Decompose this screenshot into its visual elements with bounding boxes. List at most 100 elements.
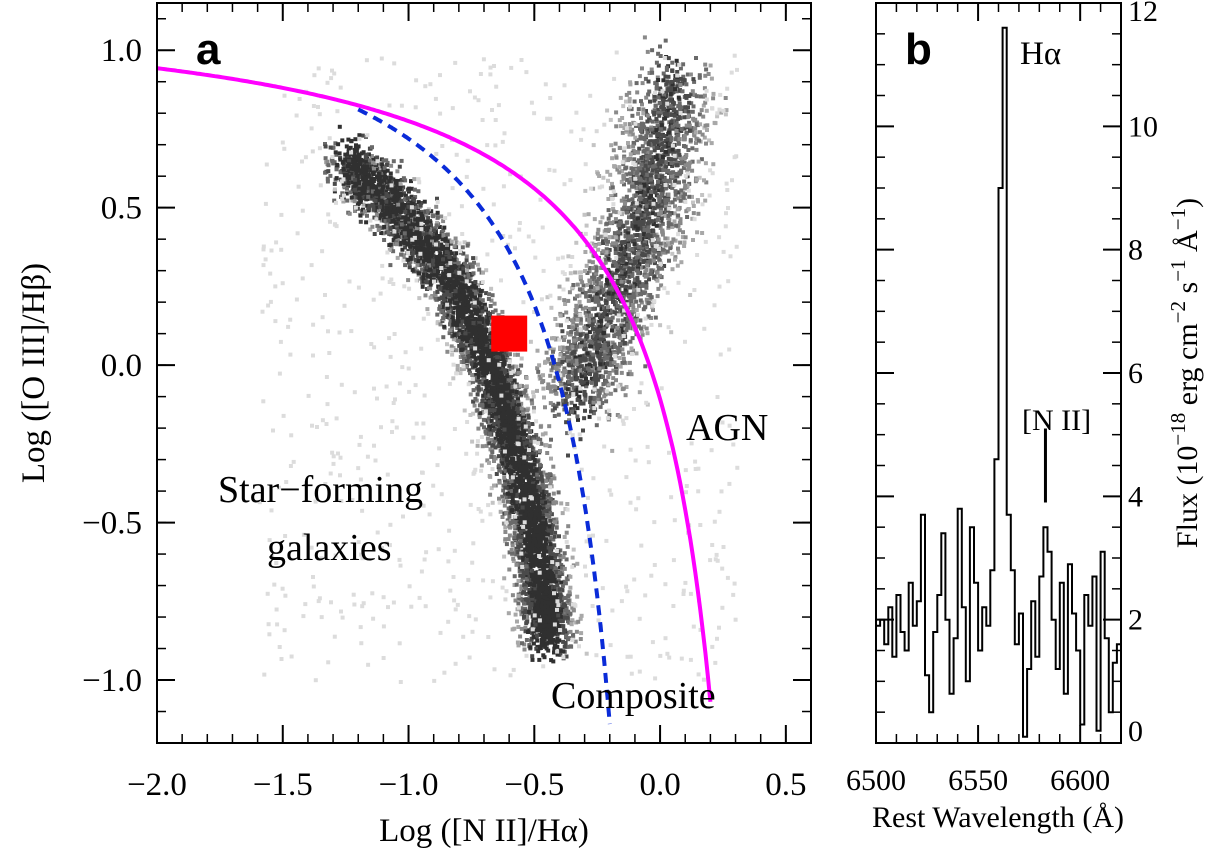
density-cell <box>465 349 470 354</box>
density-cell <box>424 213 429 218</box>
density-cell <box>560 607 565 612</box>
density-cell <box>328 145 333 150</box>
density-cell <box>496 400 501 405</box>
density-cell <box>487 411 492 416</box>
density-cell <box>514 552 519 557</box>
density-cell <box>399 240 404 245</box>
density-cell <box>513 427 517 432</box>
density-cell <box>503 485 508 490</box>
density-cell <box>528 507 532 512</box>
density-cell <box>325 159 330 164</box>
density-cell <box>473 338 478 342</box>
density-cell <box>543 644 548 649</box>
density-cell <box>374 208 379 213</box>
density-cell <box>522 614 526 619</box>
density-cell <box>391 249 396 254</box>
density-cell <box>340 160 345 165</box>
density-cell <box>449 344 454 349</box>
density-cell <box>487 441 492 446</box>
density-cell <box>421 219 425 223</box>
density-cell <box>522 589 527 594</box>
density-cell <box>334 152 339 157</box>
density-cell <box>564 634 568 639</box>
density-cell <box>519 516 524 520</box>
density-cell <box>483 404 488 409</box>
density-cell <box>352 167 357 171</box>
density-cell <box>372 232 377 236</box>
density-cell <box>450 334 455 339</box>
density-cell <box>516 550 521 555</box>
density-cell <box>521 555 526 560</box>
density-cell <box>551 517 556 522</box>
density-cell <box>515 619 519 624</box>
density-cell <box>374 195 379 200</box>
density-cell <box>502 475 507 480</box>
density-cell <box>379 171 384 176</box>
density-cell <box>355 177 360 182</box>
density-cell <box>524 440 529 445</box>
density-cell <box>537 646 542 651</box>
density-cell <box>544 512 549 517</box>
density-cell <box>426 237 430 242</box>
density-cell <box>553 520 558 525</box>
density-cell <box>355 145 360 150</box>
density-cell <box>361 194 366 199</box>
density-cell <box>388 263 393 268</box>
density-cell <box>490 500 495 505</box>
density-cell <box>336 142 341 147</box>
density-cell <box>525 534 530 539</box>
density-cell <box>512 464 517 469</box>
density-cell <box>450 352 455 357</box>
density-cell <box>385 160 390 165</box>
density-cell <box>431 262 436 267</box>
density-cell <box>364 220 369 225</box>
density-cell <box>540 586 545 591</box>
density-cell <box>557 534 561 539</box>
density-cell <box>399 158 404 163</box>
density-cell <box>483 339 488 344</box>
density-cell <box>412 206 417 210</box>
density-cell <box>467 288 471 293</box>
density-cell <box>496 410 501 415</box>
density-cell <box>450 279 455 284</box>
density-cell <box>506 383 511 387</box>
density-cell <box>368 194 373 199</box>
density-cell <box>428 259 433 263</box>
density-cell <box>536 628 540 633</box>
density-cell <box>522 390 527 395</box>
density-cell <box>475 378 480 383</box>
density-cell <box>502 471 507 476</box>
density-cell <box>471 291 476 296</box>
density-cell <box>521 407 526 412</box>
density-cell <box>483 305 488 310</box>
density-cell <box>552 543 557 548</box>
density-cell <box>419 240 424 245</box>
density-cell <box>550 622 555 627</box>
density-cell <box>461 325 466 330</box>
density-cell <box>358 199 363 204</box>
density-cell <box>459 323 463 328</box>
density-cell <box>496 386 501 390</box>
density-cell <box>496 437 501 442</box>
density-cell <box>508 400 513 405</box>
density-cell <box>419 256 424 261</box>
density-cell <box>543 621 548 626</box>
density-cell <box>533 540 538 545</box>
density-cell <box>389 202 394 207</box>
density-cell <box>540 490 545 495</box>
density-cell <box>526 601 531 606</box>
density-cell <box>488 427 493 431</box>
density-cell <box>506 499 510 504</box>
density-cell <box>470 264 475 269</box>
density-cell <box>431 246 436 251</box>
density-cell <box>510 543 515 548</box>
density-cell <box>538 524 543 529</box>
density-cell <box>410 253 415 258</box>
density-cell <box>484 342 489 347</box>
density-cell <box>521 574 526 579</box>
density-cell <box>401 176 406 181</box>
density-cell <box>512 447 517 452</box>
density-cell <box>363 174 368 179</box>
density-cell <box>529 398 534 403</box>
density-cell <box>519 474 524 479</box>
